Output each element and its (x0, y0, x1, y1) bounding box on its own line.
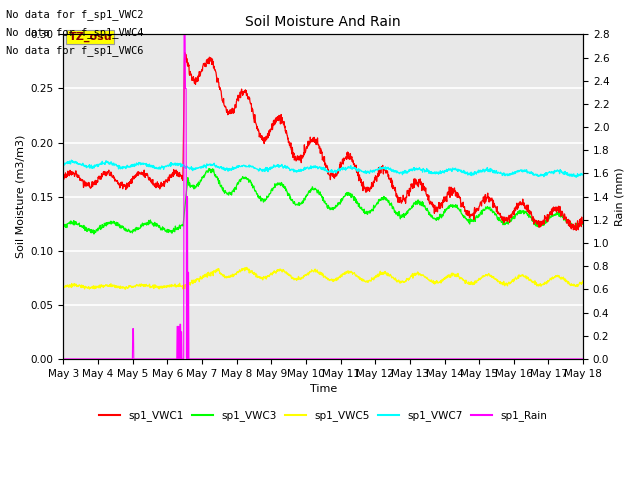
X-axis label: Time: Time (310, 384, 337, 394)
Y-axis label: Soil Moisture (m3/m3): Soil Moisture (m3/m3) (15, 135, 25, 258)
Legend: sp1_VWC1, sp1_VWC3, sp1_VWC5, sp1_VWC7, sp1_Rain: sp1_VWC1, sp1_VWC3, sp1_VWC5, sp1_VWC7, … (95, 406, 551, 426)
Y-axis label: Rain (mm): Rain (mm) (615, 168, 625, 226)
Text: No data for f_sp1_VWC2: No data for f_sp1_VWC2 (6, 9, 144, 20)
Title: Soil Moisture And Rain: Soil Moisture And Rain (245, 15, 401, 29)
Text: TZ_osu: TZ_osu (68, 32, 112, 42)
Text: No data for f_sp1_VWC6: No data for f_sp1_VWC6 (6, 45, 144, 56)
Text: No data for f_sp1_VWC4: No data for f_sp1_VWC4 (6, 27, 144, 38)
